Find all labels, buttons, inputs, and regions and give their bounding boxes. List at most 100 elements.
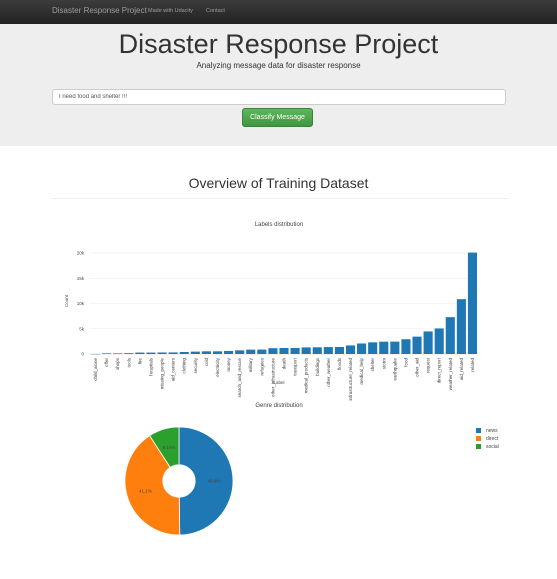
bar-medical_products — [301, 347, 311, 354]
bar-missing_people — [157, 352, 167, 354]
bar-offer — [102, 353, 112, 354]
x-tick-label: transport — [293, 357, 298, 376]
y-tick-label: 10k — [77, 301, 85, 306]
x-tick-label: direct_report — [437, 357, 442, 383]
section-divider — [52, 198, 508, 199]
bar-shelter — [368, 342, 378, 354]
bar-death — [279, 347, 289, 354]
x-tick-label: earthquake — [392, 358, 397, 381]
legend-swatch-news — [476, 428, 481, 433]
x-tick-label: shops — [115, 357, 120, 370]
bar-earthquake — [390, 341, 400, 354]
pie-chart-title: Genre distribution — [255, 403, 302, 409]
legend-label-direct: direct — [486, 436, 499, 442]
pie-slice-direct — [124, 435, 181, 536]
message-input[interactable] — [52, 89, 506, 105]
bar-clothing — [179, 351, 189, 354]
pie-slice-social — [149, 426, 180, 468]
x-tick-label: death — [282, 358, 287, 370]
bar-tools — [124, 353, 134, 354]
bar-food — [401, 339, 411, 354]
x-tick-label: aid_related — [459, 358, 464, 381]
bar-transport — [290, 347, 300, 354]
x-tick-label: request — [426, 357, 431, 373]
x-tick-label: security — [193, 357, 198, 373]
bar-aid_centers — [168, 352, 178, 354]
bar-buildings — [312, 347, 322, 354]
y-tick-label: 20k — [77, 251, 85, 256]
x-tick-label: other_weather — [326, 358, 331, 387]
x-tick-label: offer — [104, 358, 109, 367]
pie-label-news: 49.8% — [208, 478, 221, 483]
x-tick-label: aid_centers — [171, 357, 176, 381]
bar-direct_report — [434, 328, 444, 354]
bar-aid_related — [456, 299, 466, 354]
bar-storm — [379, 341, 389, 354]
x-tick-label: weather_related — [448, 358, 453, 391]
x-tick-label: related — [470, 358, 475, 372]
bar-fire — [135, 352, 145, 354]
x-tick-label: tools — [126, 357, 131, 367]
y-tick-label: 0 — [81, 352, 84, 357]
x-tick-label: fire — [137, 358, 142, 365]
bar-medical_help — [357, 343, 367, 354]
page-subtitle: Analyzing message data for disaster resp… — [196, 61, 361, 70]
x-tick-label: storm — [381, 358, 386, 370]
x-tick-label: search_and_rescue — [237, 358, 242, 398]
y-axis-label: Count — [64, 294, 69, 307]
bar-electricity — [212, 351, 223, 354]
x-tick-label: medical_help — [359, 358, 364, 385]
section-title: Overview of Training Dataset — [188, 175, 369, 191]
bar-security — [190, 351, 200, 354]
x-tick-label: food — [403, 358, 408, 367]
y-tick-label: 15k — [77, 276, 85, 281]
legend-label-news: news — [486, 428, 498, 434]
x-tick-label: refugees — [259, 357, 264, 375]
classify-message-button[interactable]: Classify Message — [242, 108, 313, 127]
legend-swatch-social — [476, 444, 481, 449]
x-tick-label: cold — [204, 358, 209, 367]
bar-other_weather — [323, 347, 333, 354]
x-tick-label: money — [226, 357, 231, 371]
x-axis-label: Label — [273, 380, 284, 385]
x-tick-label: other_aid — [415, 358, 420, 377]
x-tick-label: military — [248, 357, 253, 372]
x-tick-label: other_infrastructure — [270, 358, 275, 398]
x-tick-label: floods — [337, 357, 342, 370]
x-tick-label: shelter — [370, 358, 375, 372]
bar-refugees — [257, 349, 267, 354]
bar-shops — [113, 353, 123, 354]
x-tick-label: electricity — [215, 357, 220, 377]
bar-hospitals — [146, 352, 156, 354]
header-jumbotron: Disaster Response Project Analyzing mess… — [0, 24, 557, 146]
bar-floods — [334, 346, 344, 354]
nav-link-contact[interactable]: Contact — [206, 8, 225, 14]
bar-request — [423, 331, 433, 354]
bar-military — [246, 349, 256, 354]
pie-slice-news — [178, 426, 234, 536]
bar-infrastructure_related — [345, 345, 356, 354]
pie-label-direct: 41.1% — [139, 489, 152, 494]
x-tick-label: buildings — [315, 357, 320, 376]
legend-label-social: social — [486, 444, 499, 450]
bar-related — [467, 252, 478, 354]
x-tick-label: missing_people — [160, 358, 165, 390]
x-tick-label: clothing — [182, 358, 187, 374]
bar-money — [224, 350, 234, 354]
legend-swatch-direct — [476, 436, 481, 441]
nav-link-udacity[interactable]: Made with Udacity — [148, 8, 193, 14]
bar-other_aid — [412, 336, 422, 354]
pie-label-social: 9.14% — [163, 445, 176, 450]
x-tick-label: child_alone — [93, 358, 98, 381]
x-tick-label: hospitals — [148, 357, 153, 376]
bar-weather_related — [445, 317, 455, 354]
x-tick-label: infrastructure_related — [348, 358, 353, 401]
navbar-brand[interactable]: Disaster Response Project — [52, 6, 147, 15]
bar-cold — [201, 351, 211, 354]
bar-search_and_rescue — [235, 350, 245, 354]
page-title: Disaster Response Project — [118, 29, 439, 59]
y-tick-label: 5k — [79, 326, 85, 331]
bar-other_infrastructure — [268, 348, 278, 354]
x-tick-label: medical_products — [304, 357, 309, 393]
